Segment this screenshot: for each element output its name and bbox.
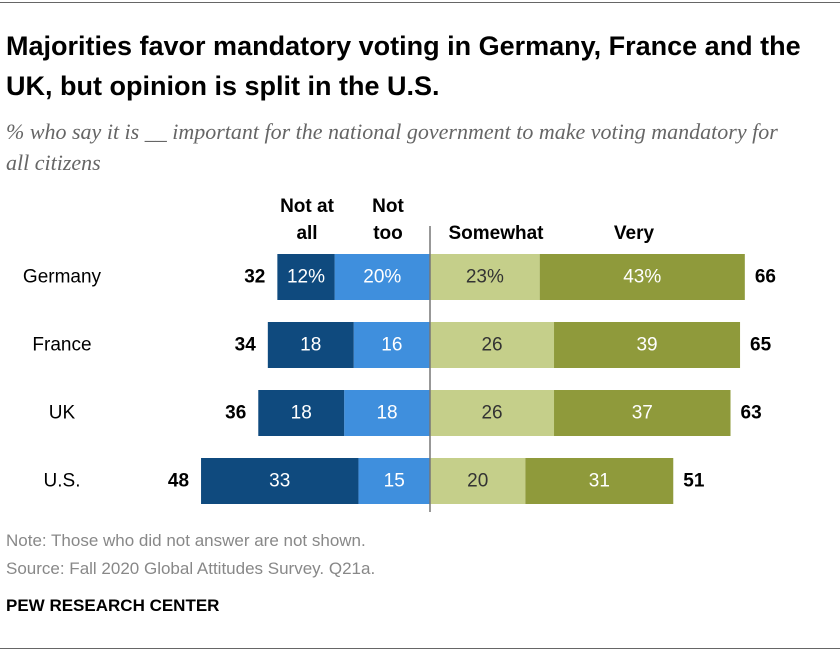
value-label: 18 (376, 403, 397, 424)
value-label: 26 (481, 403, 502, 424)
legend-label: Not at all (280, 196, 334, 244)
total-left: 36 (225, 403, 246, 424)
value-label: 23% (466, 267, 504, 288)
category-label: U.S. (44, 471, 81, 492)
chart-subtitle: % who say it is __ important for the nat… (6, 119, 778, 175)
credit: PEW RESEARCH CENTER (6, 596, 220, 615)
bar-segment (525, 458, 674, 504)
total-right: 65 (750, 335, 772, 356)
bar-segment (554, 322, 741, 368)
bar-segment (201, 458, 359, 504)
value-label: 37 (632, 403, 653, 424)
total-left: 34 (235, 335, 257, 356)
bar-segment (430, 254, 540, 300)
total-right: 63 (741, 403, 762, 424)
bar-segment (430, 390, 555, 436)
category-label: Germany (23, 267, 102, 288)
value-label: 31 (589, 471, 610, 492)
bar-segment (539, 254, 745, 300)
value-label: 16 (381, 335, 402, 356)
value-label: 33 (269, 471, 290, 492)
value-label: 20 (467, 471, 488, 492)
top-rule (0, 2, 840, 3)
category-label: France (32, 335, 91, 356)
bar-segment (344, 390, 430, 436)
total-right: 66 (755, 267, 776, 288)
bar-segment (430, 322, 555, 368)
total-right: 51 (683, 471, 705, 492)
category-label: UK (49, 403, 76, 424)
chart-title: Majorities favor mandatory voting in Ger… (6, 31, 801, 101)
bottom-rule (0, 648, 840, 649)
value-label: 39 (636, 335, 657, 356)
bar-segment (258, 390, 345, 436)
value-label: 12% (287, 267, 325, 288)
value-label: 18 (291, 403, 312, 424)
legend-label: Somewhat (448, 223, 544, 244)
total-left: 48 (168, 471, 189, 492)
legend-label: Not too (372, 196, 404, 244)
bar-segment (554, 390, 731, 436)
value-label: 20% (363, 267, 401, 288)
bar-segment (430, 458, 526, 504)
value-label: 26 (481, 335, 502, 356)
total-left: 32 (244, 267, 265, 288)
bar-segment (353, 322, 430, 368)
note: Note: Those who did not answer are not s… (6, 531, 366, 550)
value-label: 43% (623, 267, 661, 288)
legend-label: Very (613, 223, 655, 244)
bar-segment (334, 254, 430, 300)
value-label: 15 (384, 471, 405, 492)
bar-segment (358, 458, 430, 504)
value-label: 18 (300, 335, 321, 356)
bar-segment (267, 322, 354, 368)
source: Source: Fall 2020 Global Attitudes Surve… (6, 559, 376, 578)
bar-segment (277, 254, 335, 300)
